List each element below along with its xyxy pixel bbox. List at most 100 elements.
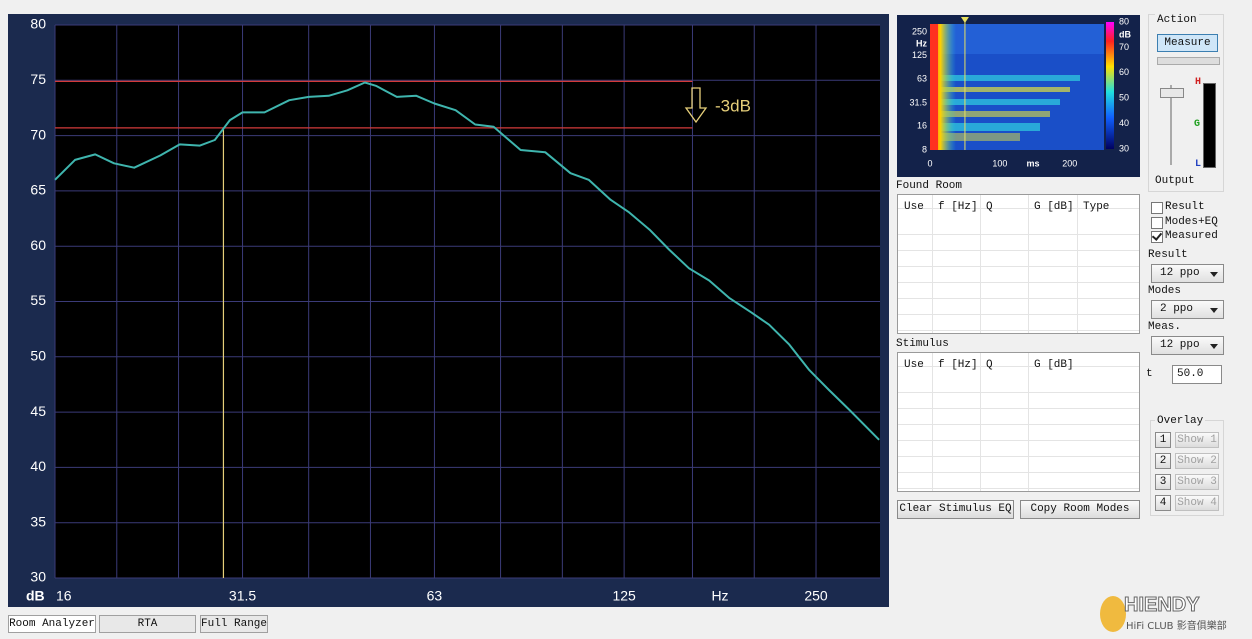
t-spinbox[interactable]: 50.0 <box>1172 365 1222 384</box>
overlay-number[interactable]: 3 <box>1155 474 1171 490</box>
output-meter <box>1203 83 1216 168</box>
action-title: Action <box>1155 14 1199 26</box>
column-divider <box>980 195 981 333</box>
column-header: G [dB] <box>1034 201 1074 213</box>
y-unit: dB <box>26 588 45 604</box>
clear-stimulus-button[interactable]: Clear Stimulus EQ <box>897 500 1014 519</box>
checkbox[interactable] <box>1151 216 1163 229</box>
y-tick-label: 75 <box>30 71 46 87</box>
column-header: f [Hz] <box>938 201 978 213</box>
y-tick-label: 60 <box>30 237 46 253</box>
frequency-chart: -3dB 16 31.5 63 125 250 30 35 40 45 50 55 60 65 70 75 8… <box>8 14 889 607</box>
column-divider <box>932 353 933 491</box>
colorbar <box>1106 22 1114 149</box>
y-tick-label: 35 <box>30 513 46 529</box>
checkbox[interactable] <box>1151 230 1163 243</box>
overlay-show-button[interactable]: Show 2 <box>1175 453 1219 469</box>
spec-y-label: 16 <box>917 121 927 131</box>
y-tick-label: 30 <box>30 569 46 585</box>
watermark-logo <box>1100 596 1126 632</box>
spec-x-label: 100 <box>992 158 1007 168</box>
t-value: 50.0 <box>1177 368 1204 380</box>
slider-track <box>1170 85 1172 165</box>
stimulus-table: Use f [Hz] Q G [dB] <box>897 352 1140 492</box>
dropdown-value: 12 ppo <box>1160 339 1200 351</box>
column-divider <box>932 195 933 333</box>
found-room-table: Use f [Hz] Q G [dB] Type <box>897 194 1140 334</box>
y-tick-label: 70 <box>30 126 46 142</box>
dropdown-value: 2 ppo <box>1160 303 1194 315</box>
tab[interactable]: RTA <box>99 615 196 633</box>
dropdown-label: Modes <box>1148 285 1182 297</box>
grid <box>54 24 880 579</box>
x-tick-label: 125 <box>612 588 636 604</box>
column-divider <box>1028 353 1029 491</box>
y-tick-label: 40 <box>30 458 46 474</box>
x-tick-label: 250 <box>804 588 828 604</box>
y-tick-label: 80 <box>30 16 46 32</box>
overlay-show-button[interactable]: Show 3 <box>1175 474 1219 490</box>
column-header: G [dB] <box>1034 359 1074 371</box>
progress-bar <box>1157 57 1220 65</box>
dropdown[interactable]: 12 ppo <box>1151 264 1224 283</box>
spectrogram-image <box>930 24 1104 150</box>
column-header: Q <box>986 359 993 371</box>
measure-button[interactable]: Measure <box>1157 34 1218 52</box>
check-mark <box>1151 230 1163 241</box>
slider-thumb[interactable] <box>1160 88 1184 98</box>
overlay-number[interactable]: 4 <box>1155 495 1171 511</box>
overlay-number[interactable]: 2 <box>1155 453 1171 469</box>
column-divider <box>980 353 981 491</box>
dropdown-label: Meas. <box>1148 321 1182 333</box>
colorbar-label: 40 <box>1119 118 1129 128</box>
spec-x-label: 0 <box>927 158 932 168</box>
column-header: Type <box>1083 201 1110 213</box>
column-header: Use <box>904 359 924 371</box>
tab[interactable]: Room Analyzer <box>8 615 96 633</box>
x-tick-label: 63 <box>427 588 443 604</box>
y-tick-label: 45 <box>30 403 46 419</box>
checkbox[interactable] <box>1151 202 1163 214</box>
colorbar-label: 50 <box>1119 93 1129 103</box>
overlay-number[interactable]: 1 <box>1155 432 1171 448</box>
tab[interactable]: Full Range <box>200 615 268 633</box>
spec-x-unit: ms <box>1026 158 1039 168</box>
t-label: t <box>1146 368 1153 380</box>
colorbar-unit: dB <box>1119 29 1131 39</box>
copy-modes-button[interactable]: Copy Room Modes <box>1020 500 1140 519</box>
spec-y-label: 63 <box>917 74 927 84</box>
time-cursor-handle <box>960 17 969 23</box>
x-tick-label: 16 <box>56 588 72 604</box>
y-tick-label: 55 <box>30 292 46 308</box>
column-divider <box>1077 195 1078 333</box>
checkbox-label: Result <box>1165 201 1205 213</box>
x-tick-label: 31.5 <box>229 588 256 604</box>
spec-x-label: 200 <box>1062 158 1077 168</box>
x-unit: Hz <box>711 588 728 604</box>
watermark-brand: HIENDY <box>1124 594 1201 617</box>
watermark-sub: HiFi CLUB 影音俱樂部 <box>1126 621 1227 632</box>
found-room-title: Found Room <box>896 180 963 192</box>
spec-y-unit: Hz <box>916 38 927 48</box>
dropdown[interactable]: 2 ppo <box>1151 300 1224 319</box>
output-label: Output <box>1155 175 1195 187</box>
column-header: Q <box>986 201 993 213</box>
meter-label: L <box>1195 159 1202 170</box>
overlay-show-button[interactable]: Show 1 <box>1175 432 1219 448</box>
dropdown-value: 12 ppo <box>1160 267 1200 279</box>
spec-y-label: 250 <box>912 26 927 36</box>
spectrogram: 8 16 31.5 63 125 250 Hz 0 100 200 ms 30 40 50 60 70 80 dB <box>897 15 1140 177</box>
overlay-title: Overlay <box>1155 415 1206 427</box>
overlay-show-button[interactable]: Show 4 <box>1175 495 1219 511</box>
response-curve <box>54 81 880 441</box>
annotation-arrow <box>684 87 708 124</box>
dropdown-label: Result <box>1148 249 1188 261</box>
y-tick-label: 65 <box>30 182 46 198</box>
y-tick-label: 50 <box>30 348 46 364</box>
colorbar-label: 70 <box>1119 42 1129 52</box>
meter-label: G <box>1194 119 1201 130</box>
spec-y-label: 8 <box>922 144 927 154</box>
dropdown[interactable]: 12 ppo <box>1151 336 1224 355</box>
column-divider <box>1028 195 1029 333</box>
